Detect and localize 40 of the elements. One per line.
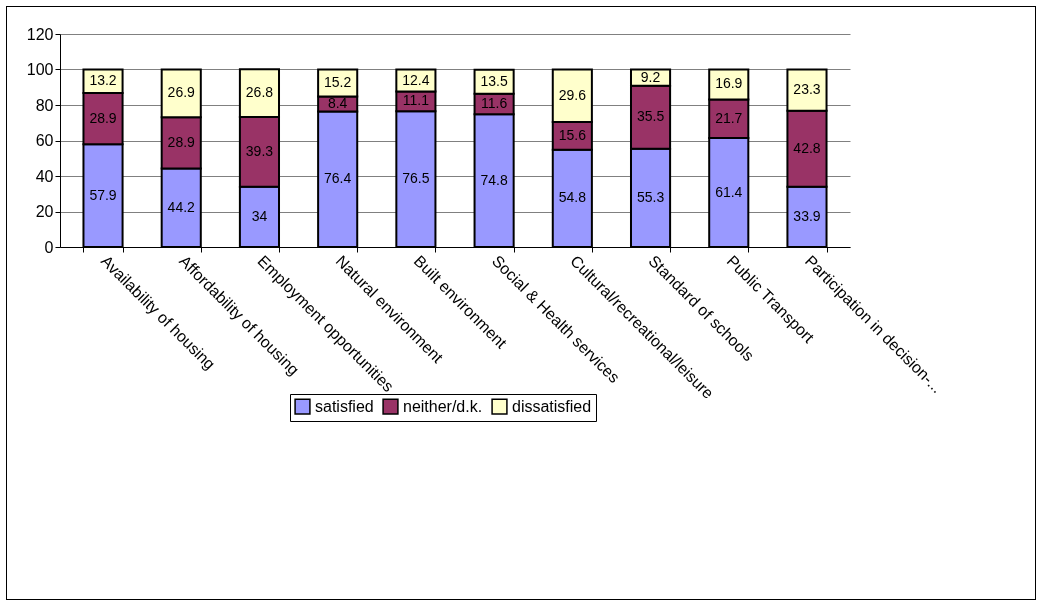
y-tick-label: 20 [35,203,54,220]
legend-label: satisfied [315,397,374,415]
y-tick-label: 100 [26,61,54,78]
data-label: 44.2 [167,198,196,215]
y-tick-label: 0 [44,238,54,256]
data-label: 15.2 [324,73,352,90]
data-label: 13.2 [89,72,117,89]
data-label: 15.6 [558,126,587,143]
y-tick-label: 40 [35,167,54,185]
data-label: 12.4 [402,71,430,88]
data-label: 57.9 [89,186,117,203]
data-label: 54.8 [558,189,587,206]
y-tick-label: 80 [35,96,54,114]
data-label: 42.8 [793,139,821,156]
data-label: 33.9 [793,207,821,224]
data-label: 23.3 [793,81,821,98]
data-label: 13.5 [480,72,508,89]
data-label: 16.9 [715,75,743,92]
data-label: 28.9 [89,109,117,126]
y-tick-label: 60 [35,132,54,149]
data-label: 55.3 [636,188,665,205]
data-label: 39.3 [245,142,274,159]
data-label: 8.4 [327,94,348,111]
data-label: 11.6 [481,94,508,111]
legend-label: neither/d.k. [403,397,483,415]
data-label: 35.5 [636,108,665,125]
data-label: 34 [251,207,268,224]
data-label: 74.8 [480,171,508,188]
data-label: 26.8 [245,84,274,101]
data-label: 9.2 [640,68,661,85]
data-label: 11.1 [402,92,430,109]
legend-label: dissatisfied [512,397,592,415]
y-tick-label: 120 [26,25,54,43]
data-label: 21.7 [715,109,743,126]
data-label: 76.4 [324,170,352,187]
data-label: 26.9 [167,84,196,101]
data-label: 28.9 [167,133,196,150]
data-label: 29.6 [558,86,587,103]
data-label: 61.4 [715,183,743,200]
data-label: 76.5 [402,170,430,187]
